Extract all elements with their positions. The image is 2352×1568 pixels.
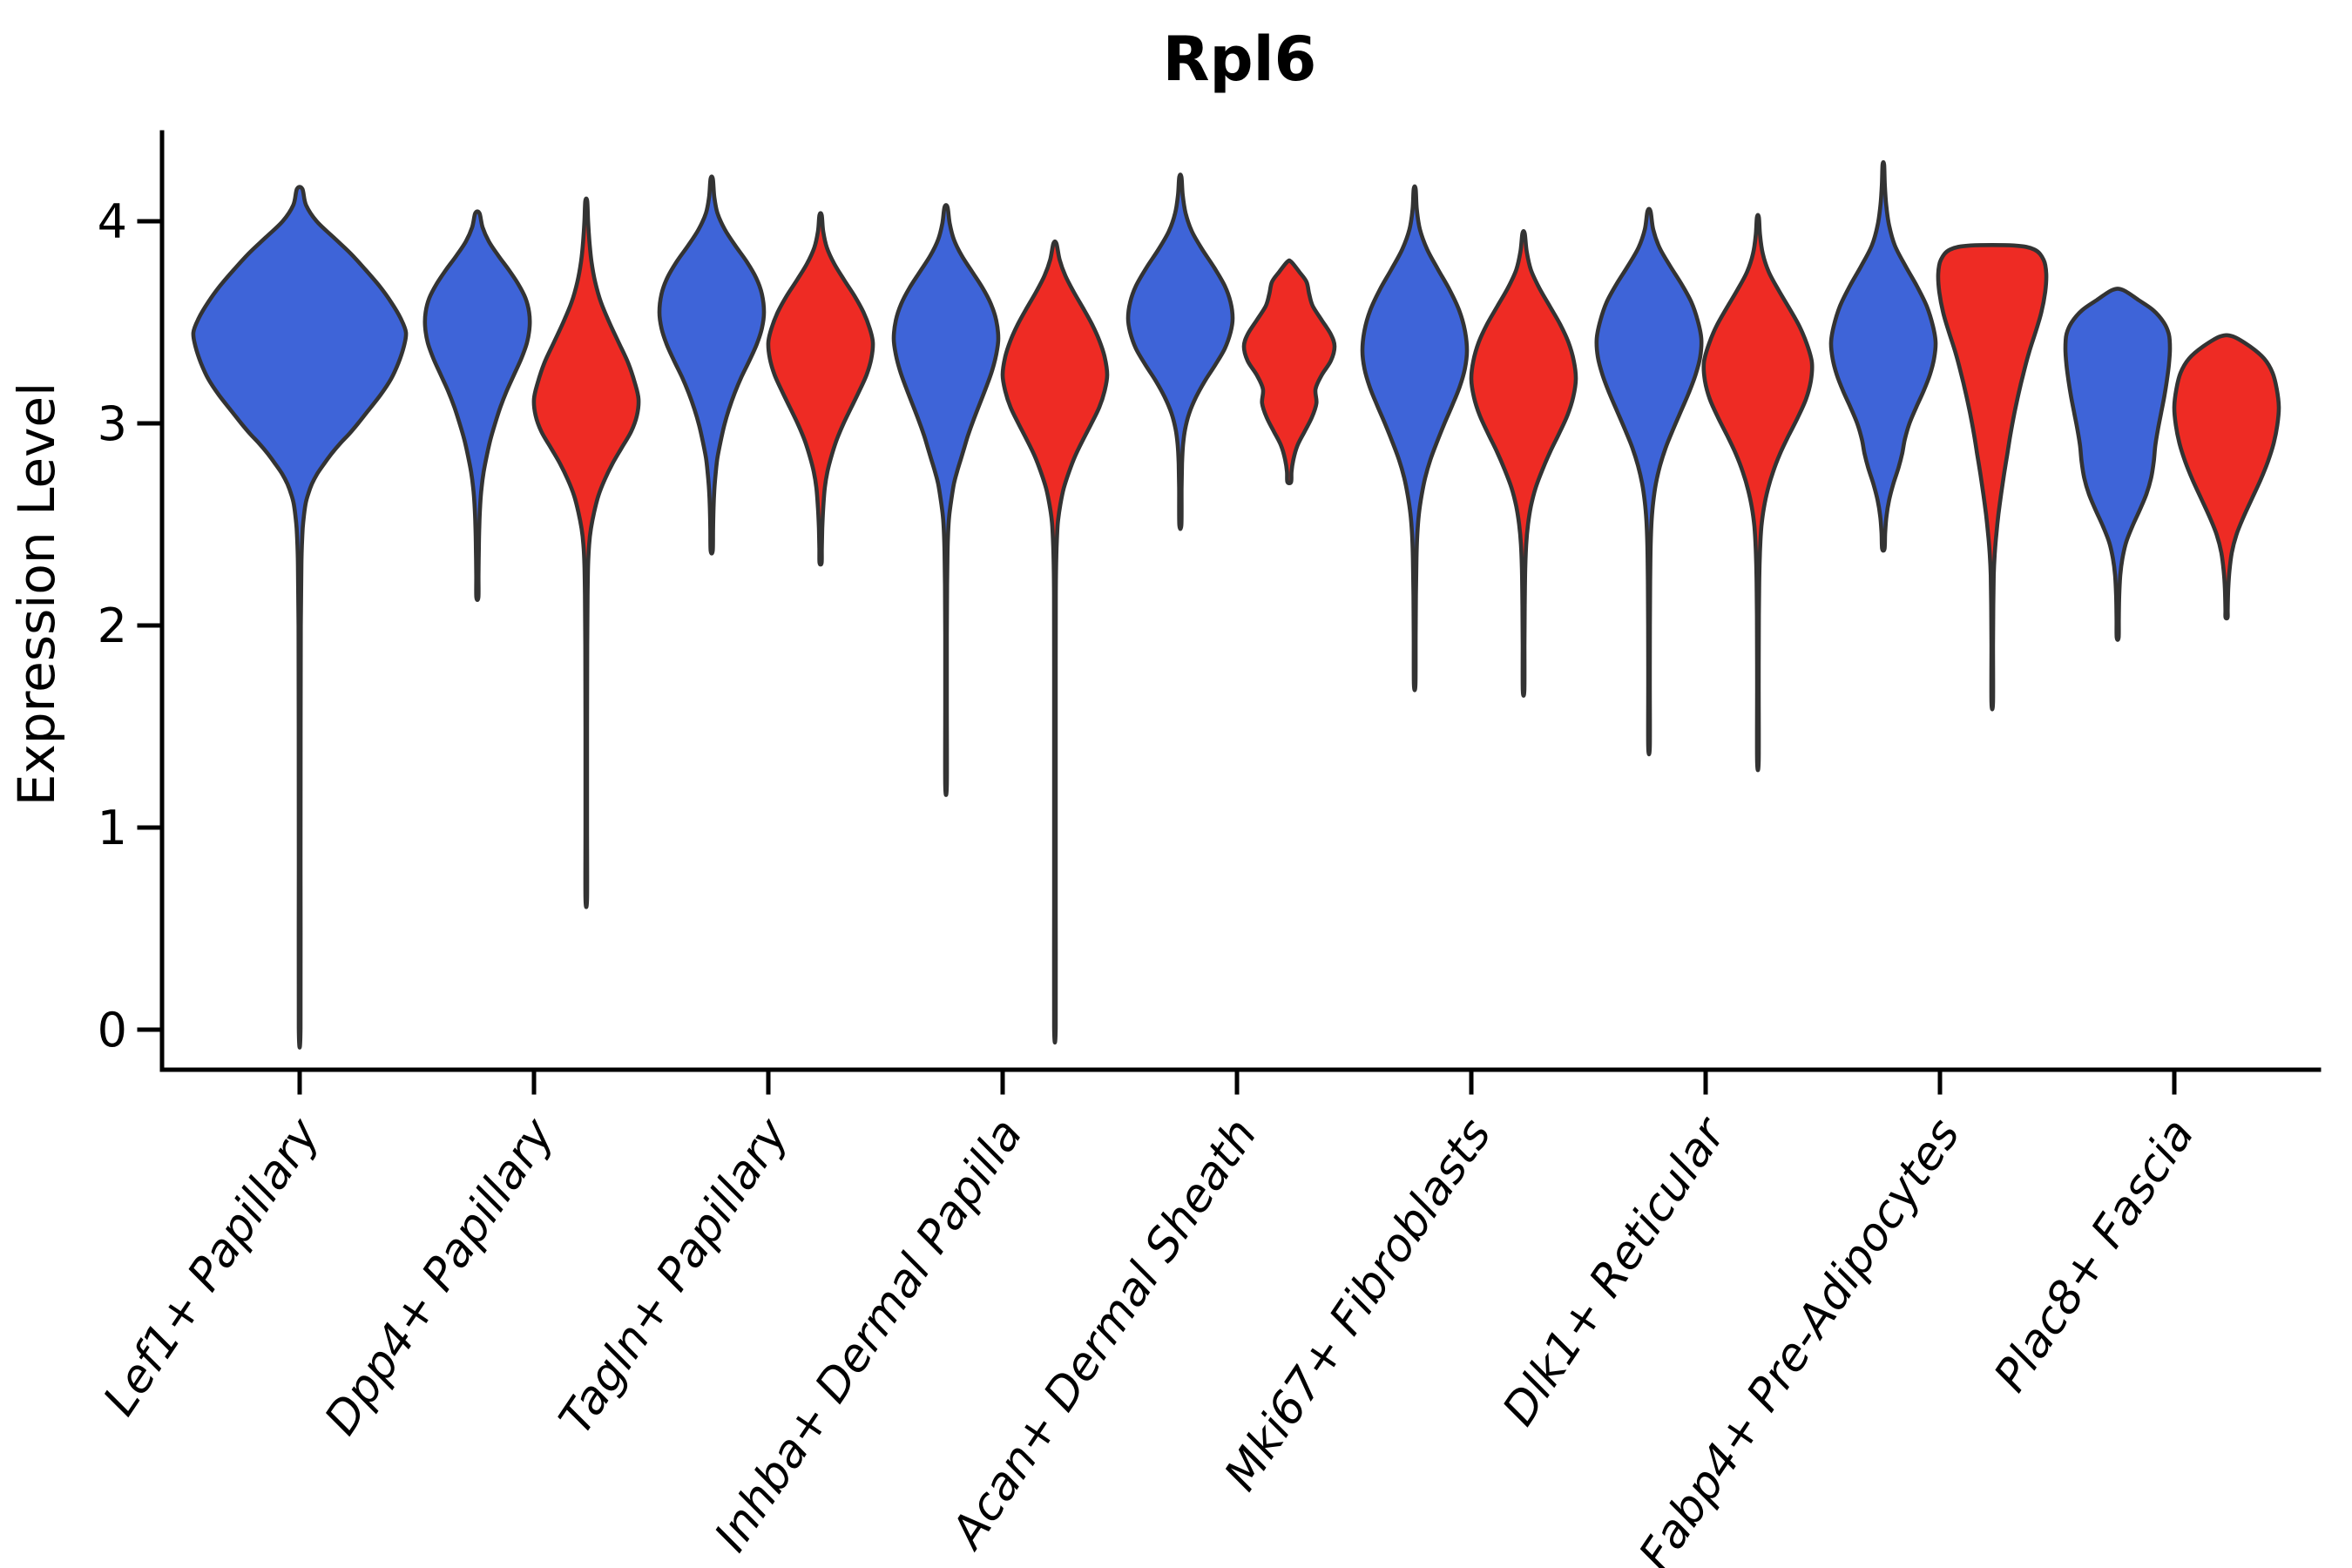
violin-dpp4-papillary-blue	[422, 209, 532, 603]
y-tick-labels: 0 1 2 3 4	[98, 194, 127, 1058]
x-tick-label-dlk1-reticular: Dlk1+ Reticular	[1493, 1107, 1738, 1435]
x-tick-label-dpp4-papillary: Dpp4+ Papillary	[315, 1109, 565, 1444]
y-axis-label: Expression Level	[7, 382, 66, 806]
violin-tagln-papillary-blue	[657, 174, 767, 556]
axes-layer	[137, 130, 2322, 1095]
violin-inhba-dermal-papilla-blue	[891, 203, 1001, 797]
violin-dlk1-reticular-blue	[1594, 206, 1704, 757]
violin-dlk1-reticular-red	[1701, 213, 1815, 773]
violin-tagln-papillary-red	[766, 211, 875, 567]
y-tick-label-0: 0	[98, 1003, 127, 1058]
violin-lef1-papillary-blue	[191, 185, 409, 1050]
y-tick-label-4: 4	[98, 194, 127, 249]
violin-dpp4-papillary-red	[531, 196, 641, 909]
y-tick-label-3: 3	[98, 396, 127, 451]
violin-inhba-dermal-papilla-red	[1000, 239, 1110, 1045]
chart-title: Rpl6	[1163, 24, 1317, 95]
y-tick-label-1: 1	[98, 801, 127, 855]
y-tick-label-2: 2	[98, 598, 127, 653]
violins-layer	[191, 159, 2281, 1050]
x-tick-label-lef1-papillary: Lef1+ Papillary	[94, 1109, 331, 1425]
violin-fabp4-pre-adipocytes-red	[1936, 242, 2049, 712]
x-tick-label-plac8-fascia: Plac8+ Fascia	[1984, 1110, 2205, 1402]
x-tick-label-tagln-papillary: Tagln+ Papillary	[550, 1109, 800, 1444]
x-tick-label-mki67-fibroblasts: Mki67+ Fibroblasts	[1214, 1110, 1501, 1500]
violin-plac8-fascia-blue	[2063, 287, 2173, 642]
violin-fabp4-pre-adipocytes-blue	[1828, 159, 1938, 553]
violin-plac8-fascia-red	[2172, 333, 2281, 621]
violin-mki67-fibroblasts-red	[1469, 228, 1578, 698]
violin-mki67-fibroblasts-blue	[1360, 184, 1470, 693]
violin-acan-dermal-sheath-blue	[1125, 172, 1235, 531]
violin-acan-dermal-sheath-red	[1241, 258, 1337, 486]
